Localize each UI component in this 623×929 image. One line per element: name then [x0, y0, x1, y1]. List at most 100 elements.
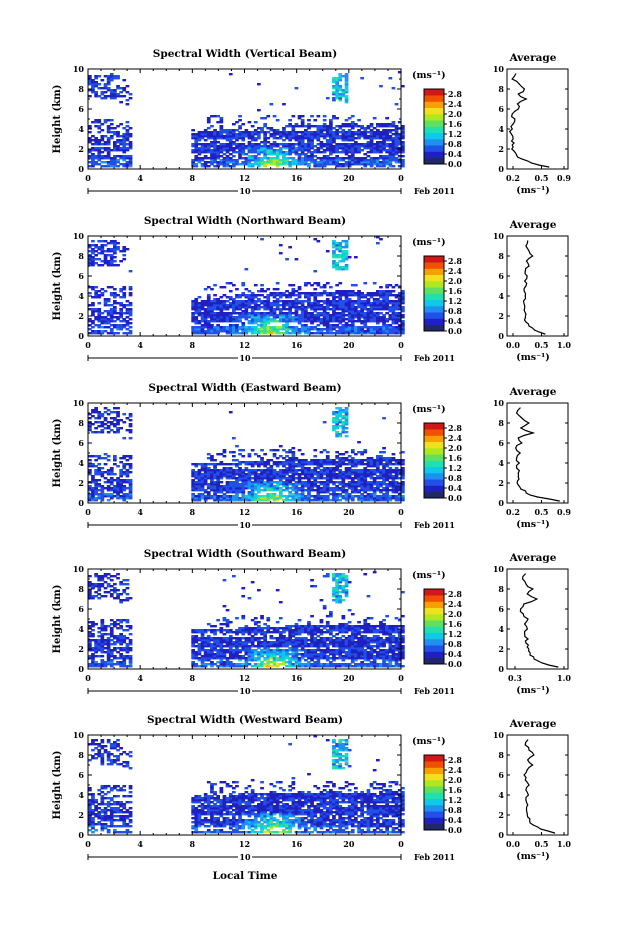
heatmap-cell [310, 483, 314, 486]
heatmap-cell [294, 87, 299, 90]
heatmap-cell [272, 473, 277, 476]
heatmap-cell [238, 153, 242, 156]
heatmap-cell [329, 330, 333, 333]
heatmap-cell [304, 463, 308, 466]
heatmap-cell [106, 157, 111, 160]
heatmap-cell [128, 292, 133, 295]
colorbar-tick-label: 1.2 [448, 129, 462, 139]
heatmap-cell [103, 143, 108, 146]
heatmap-cell [200, 151, 205, 154]
heatmap-cell [94, 77, 98, 80]
heatmap-cell [388, 294, 393, 297]
heatmap-cell [128, 483, 133, 486]
heatmap-cell [247, 298, 252, 301]
heatmap-cell [128, 495, 133, 498]
heatmap-cell [285, 145, 289, 148]
heatmap-cell [241, 282, 246, 285]
profile-y-tick-label: 2 [498, 144, 504, 154]
heatmap-cell [122, 79, 127, 82]
heatmap-cell [125, 135, 130, 138]
heatmap-cell [332, 161, 336, 164]
heatmap-cell [100, 475, 105, 478]
heatmap-cell [103, 453, 108, 456]
heatmap-cell [206, 165, 211, 168]
heatmap-cell [197, 304, 202, 307]
heatmap-cell [200, 318, 205, 321]
heatmap-cell [360, 451, 364, 454]
heatmap-cell [294, 314, 299, 317]
heatmap-cell [269, 127, 274, 130]
heatmap-cell [128, 304, 133, 307]
heatmap-cell [391, 149, 396, 152]
heatmap-cell [257, 481, 261, 484]
heatmap-cell [253, 316, 258, 319]
heatmap-cell [319, 141, 324, 144]
heatmap-cell [91, 256, 95, 259]
heatmap-cell [282, 147, 286, 150]
heatmap-cell [385, 463, 389, 466]
heatmap-cell [391, 308, 396, 311]
heatmap-cell [113, 431, 117, 434]
heatmap-cell [238, 131, 242, 134]
heatmap-cell [291, 137, 296, 140]
heatmap-cell [191, 499, 195, 502]
heatmap-cell [338, 308, 343, 311]
heatmap-cell [369, 320, 374, 323]
heatmap-cell [391, 479, 396, 482]
heatmap-cell [347, 308, 352, 311]
heatmap-cell [291, 467, 296, 470]
heatmap-cell [244, 304, 249, 307]
heatmap-cell [350, 159, 355, 162]
heatmap-cell [128, 413, 133, 416]
heatmap-cell [263, 485, 267, 488]
heatmap-cell [294, 302, 299, 305]
heatmap-cell [119, 135, 123, 138]
heatmap-cell [325, 481, 330, 484]
heatmap-cell [88, 465, 92, 468]
heatmap-cell [335, 292, 339, 295]
heatmap-cell [241, 145, 246, 148]
heatmap-cell [103, 298, 108, 301]
heatmap-cell [213, 133, 217, 136]
heatmap-cell [344, 499, 349, 502]
heatmap-cell [109, 89, 114, 92]
heatmap-cell [203, 473, 208, 476]
heatmap-cell [338, 250, 343, 253]
heatmap-cell [288, 143, 292, 146]
heatmap-cell [310, 332, 314, 335]
heatmap-cell [109, 119, 114, 122]
date-label: Feb 2011 [414, 520, 455, 530]
heatmap-cell [122, 250, 127, 253]
heatmap-cell [369, 161, 374, 164]
heatmap-cell [210, 157, 214, 160]
heatmap-cell [228, 467, 233, 470]
heatmap-cell [307, 489, 311, 492]
heatmap-cell [119, 471, 123, 474]
heatmap-cell [238, 157, 242, 160]
profile-point [528, 250, 530, 252]
heatmap-cell [347, 117, 352, 120]
heatmap-cell [213, 151, 217, 154]
heatmap-cell [213, 131, 217, 134]
heatmap-cell [354, 312, 358, 315]
heatmap-cell [366, 320, 371, 323]
heatmap-cell [103, 487, 108, 490]
heatmap-cell [232, 330, 236, 333]
heatmap-cell [322, 163, 327, 166]
heatmap-cell [401, 326, 405, 329]
heatmap-cell [103, 91, 108, 94]
profile-point [523, 290, 525, 292]
heatmap-cell [266, 471, 271, 474]
heatmap-cell [341, 457, 346, 460]
heatmap-cell [122, 145, 127, 148]
profile-y-tick-label: 2 [498, 311, 504, 321]
heatmap-cell [269, 497, 274, 500]
heatmap-cell [319, 489, 324, 492]
heatmap-cell [203, 131, 208, 134]
heatmap-cell [316, 151, 321, 154]
heatmap-cell [376, 312, 380, 315]
heatmap-cell [194, 310, 199, 313]
heatmap-cell [385, 294, 389, 297]
heatmap-cell [335, 451, 339, 454]
heatmap-cell [391, 141, 396, 144]
